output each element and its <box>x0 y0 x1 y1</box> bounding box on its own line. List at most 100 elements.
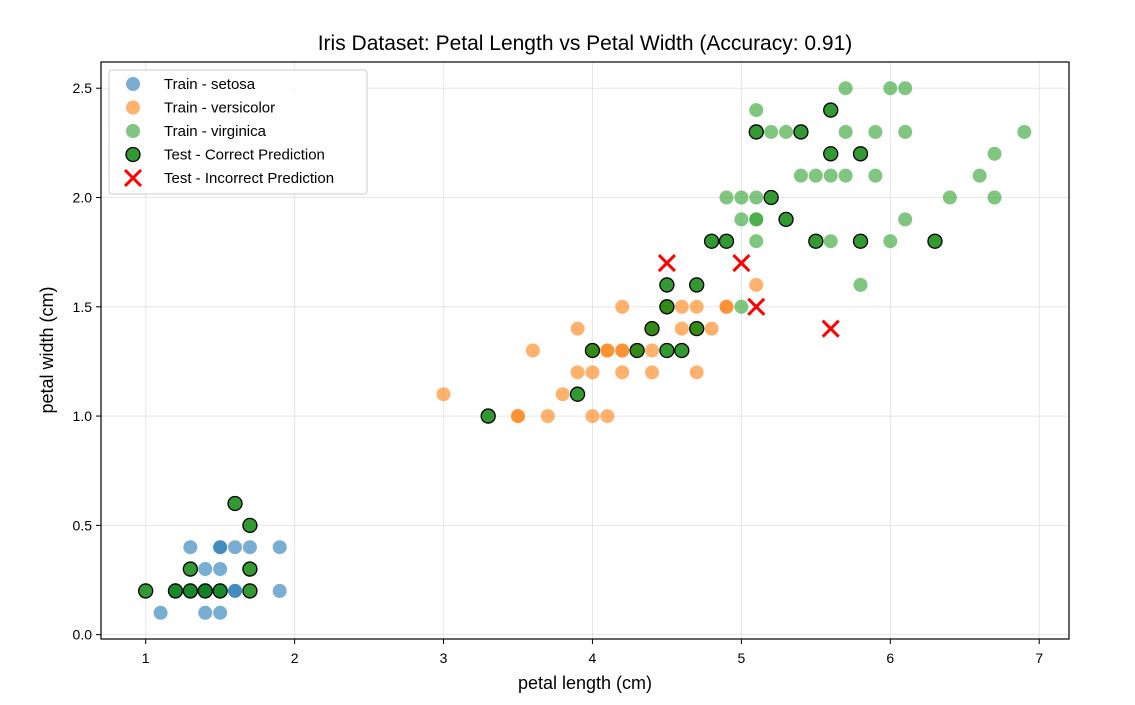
data-point <box>764 124 779 139</box>
legend-marker <box>125 146 141 163</box>
data-point <box>584 342 601 359</box>
data-point <box>719 190 734 205</box>
data-point <box>689 299 704 314</box>
data-point <box>898 212 913 227</box>
data-point <box>242 583 258 599</box>
data-point <box>198 562 213 577</box>
data-point <box>585 409 600 424</box>
x-tick-label: 2 <box>291 650 299 666</box>
data-point <box>227 495 243 512</box>
data-point <box>657 254 676 273</box>
series-train-setosa <box>153 540 287 620</box>
legend-item: Train - virginica <box>126 123 267 140</box>
data-point <box>838 81 853 96</box>
data-point <box>883 81 898 96</box>
data-point <box>645 365 660 380</box>
legend-label: Test - Correct Prediction <box>164 147 325 164</box>
data-point <box>734 190 749 205</box>
data-point <box>732 254 751 273</box>
data-point <box>242 517 258 533</box>
data-point <box>197 583 213 599</box>
x-tick-label: 4 <box>589 650 597 666</box>
data-point <box>615 343 630 358</box>
legend-label: Train - virginica <box>164 123 267 140</box>
data-point <box>793 168 808 183</box>
y-tick-label: 2.0 <box>73 190 93 206</box>
data-point <box>615 365 630 380</box>
data-point <box>213 562 228 577</box>
data-point <box>674 342 690 359</box>
data-point <box>198 605 213 620</box>
data-point <box>734 212 749 227</box>
data-point <box>689 277 705 293</box>
data-point <box>1017 124 1032 139</box>
data-point <box>838 168 853 183</box>
legend-item: Train - versicolor <box>126 100 275 117</box>
y-axis-label: petal width (cm) <box>37 286 57 413</box>
legend: Train - setosa Train - versicolor Train - … <box>108 69 368 195</box>
data-point <box>600 343 615 358</box>
data-point <box>183 540 198 555</box>
data-point <box>823 102 839 118</box>
plot-frame <box>100 61 1070 640</box>
data-point <box>212 583 228 599</box>
data-point <box>748 124 764 140</box>
data-point <box>868 124 883 139</box>
data-point <box>555 387 570 402</box>
legend-frame <box>108 69 368 195</box>
data-point <box>674 321 689 336</box>
legend-label: Test - Incorrect Prediction <box>164 170 334 187</box>
data-point <box>644 320 660 337</box>
data-point <box>570 321 585 336</box>
y-tick-label: 1.5 <box>73 299 93 315</box>
data-point <box>703 233 720 249</box>
data-point <box>749 277 764 292</box>
data-point <box>569 386 586 402</box>
data-point <box>942 190 957 205</box>
legend-label: Train - versicolor <box>164 100 275 117</box>
data-point <box>838 124 853 139</box>
y-tick-label: 1.0 <box>73 408 93 424</box>
series-test-incorrect-prediction <box>657 254 840 338</box>
data-point <box>779 124 794 139</box>
data-point <box>972 168 987 183</box>
data-point <box>167 583 184 599</box>
data-point <box>747 297 766 316</box>
data-point <box>242 540 257 555</box>
data-point <box>808 168 823 183</box>
data-point <box>808 233 824 249</box>
data-point <box>704 321 719 336</box>
data-point <box>987 146 1002 161</box>
legend-item: Test - Incorrect Prediction <box>123 168 334 188</box>
data-point <box>883 234 898 249</box>
data-point <box>734 299 749 314</box>
y-tick-label: 2.5 <box>73 80 93 96</box>
series-train-versicolor <box>436 277 764 424</box>
data-point <box>272 583 287 598</box>
data-points <box>138 81 1032 620</box>
data-point <box>540 409 555 424</box>
data-point <box>853 277 868 292</box>
axes: 1 2 3 4 5 6 7 0.0 0.5 1.0 1.5 2.0 2.5 <box>73 80 1044 666</box>
series-test-correct-prediction <box>138 102 943 599</box>
y-tick-label: 0.0 <box>73 627 93 643</box>
data-point <box>821 319 840 338</box>
data-point <box>659 299 675 315</box>
data-point <box>525 343 540 358</box>
legend-marker <box>123 168 143 188</box>
data-point <box>213 605 228 620</box>
data-point <box>153 605 168 620</box>
x-tick-label: 6 <box>886 650 894 666</box>
data-point <box>272 540 287 555</box>
data-point <box>852 233 869 249</box>
data-point <box>689 365 704 380</box>
data-point <box>898 124 913 139</box>
data-point <box>793 124 809 140</box>
data-point <box>689 320 705 337</box>
data-point <box>629 342 645 359</box>
x-tick-label: 1 <box>142 650 150 666</box>
data-point <box>659 277 675 293</box>
data-point <box>600 409 615 424</box>
data-point <box>213 540 228 555</box>
data-point <box>242 561 258 577</box>
